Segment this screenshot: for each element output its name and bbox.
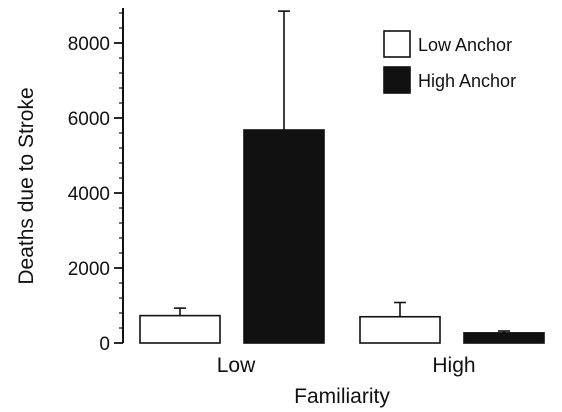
- x-axis-title: Familiarity: [294, 385, 390, 408]
- bar-high-anchor-low: [243, 129, 325, 344]
- legend: Low Anchor High Anchor: [383, 30, 516, 94]
- x-tick-label: Low: [217, 354, 256, 377]
- legend-swatch-high-anchor: [383, 66, 411, 94]
- y-tick-label: 2000: [68, 259, 110, 280]
- y-axis: 0 2000 4000 6000 8000: [68, 8, 124, 355]
- legend-swatch-low-anchor: [383, 30, 411, 58]
- legend-label: Low Anchor: [418, 35, 512, 55]
- bar-high-anchor-high: [463, 332, 545, 344]
- bar-low-anchor-high: [359, 315, 441, 344]
- y-tick-label: 6000: [68, 109, 110, 130]
- y-tick-label: 8000: [68, 34, 110, 55]
- legend-label: High Anchor: [418, 71, 516, 91]
- y-tick-label: 0: [99, 334, 110, 355]
- bars: [139, 10, 545, 344]
- y-axis-title: Deaths due to Stroke: [15, 87, 38, 284]
- y-tick-label: 4000: [68, 184, 110, 205]
- bar-low-anchor-low: [139, 314, 221, 344]
- x-axis: Low High: [217, 354, 476, 377]
- x-tick-label: High: [432, 354, 475, 377]
